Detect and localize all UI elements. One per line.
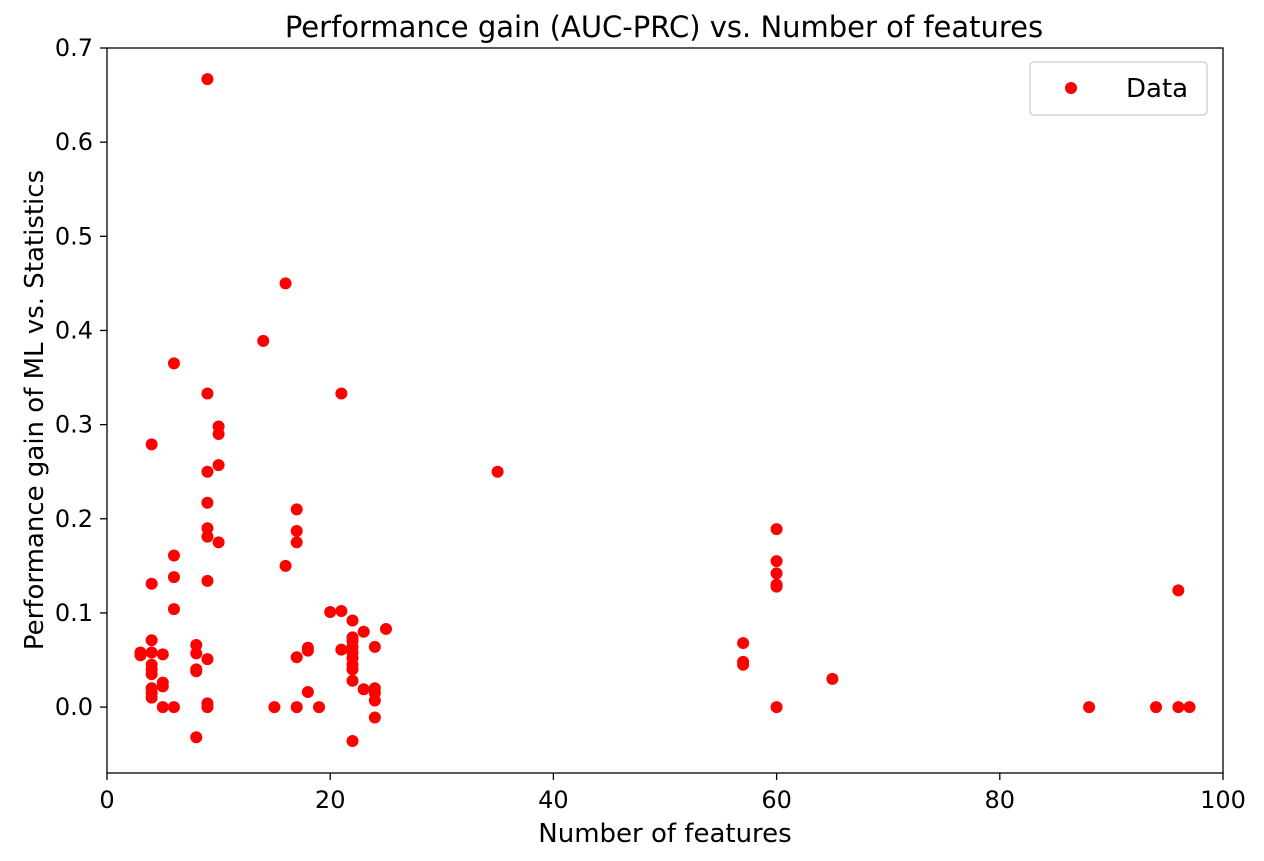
data-point (368, 694, 381, 707)
x-tick-label: 60 (761, 786, 792, 814)
data-point (167, 603, 180, 616)
data-point (167, 357, 180, 370)
data-point (167, 549, 180, 562)
data-point (368, 640, 381, 653)
data-points (134, 73, 1196, 747)
data-point (357, 625, 370, 638)
data-point (301, 644, 314, 657)
data-point (201, 73, 214, 86)
data-point (301, 686, 314, 699)
data-point (770, 523, 783, 536)
data-point (190, 638, 203, 651)
data-point (201, 465, 214, 478)
data-point (737, 658, 750, 671)
data-point (279, 559, 292, 572)
data-point (201, 530, 214, 543)
data-point (290, 651, 303, 664)
legend-marker (1065, 82, 1077, 94)
data-point (324, 605, 337, 618)
data-point (346, 734, 359, 747)
x-axis-title: Number of features (538, 819, 791, 849)
y-tick-label: 0.7 (55, 34, 93, 62)
data-point (290, 536, 303, 549)
y-axis-ticks: 0.0 0.1 0.2 0.3 0.4 0.5 0.6 0.7 (55, 34, 107, 721)
data-point (346, 614, 359, 627)
data-point (290, 525, 303, 538)
data-point (156, 680, 169, 693)
data-point (156, 701, 169, 714)
data-point (167, 701, 180, 714)
data-point (190, 665, 203, 678)
data-point (335, 387, 348, 400)
chart-title: Performance gain (AUC-PRC) vs. Number of… (285, 10, 1043, 44)
data-point (1083, 701, 1096, 714)
data-point (290, 503, 303, 516)
data-point (201, 653, 214, 666)
data-point (279, 277, 292, 290)
data-point (190, 647, 203, 660)
data-point (1150, 701, 1163, 714)
data-point (357, 683, 370, 696)
x-tick-label: 80 (985, 786, 1016, 814)
y-axis-title: Performance gain of ML vs. Statistics (20, 170, 50, 650)
data-point (212, 428, 225, 441)
data-point (167, 571, 180, 584)
data-point (313, 701, 326, 714)
data-point (201, 522, 214, 535)
data-point (346, 674, 359, 687)
data-point (335, 605, 348, 618)
data-point (1172, 701, 1185, 714)
y-tick-label: 0.4 (55, 316, 93, 344)
data-point (212, 459, 225, 472)
data-point (201, 701, 214, 714)
plot-area (106, 47, 1224, 774)
data-point (1172, 584, 1185, 597)
data-point (212, 536, 225, 549)
y-tick-label: 0.5 (55, 222, 93, 250)
x-tick-label: 40 (538, 786, 569, 814)
legend-frame (1029, 61, 1208, 116)
data-point (134, 649, 147, 662)
data-point (380, 622, 392, 635)
y-tick-label: 0.1 (55, 599, 93, 627)
data-point (491, 465, 504, 478)
data-point (770, 580, 783, 593)
data-point (201, 574, 214, 587)
data-point (368, 711, 381, 724)
data-point (145, 691, 158, 704)
x-axis-ticks: 0 20 40 60 80 100 (99, 773, 1246, 814)
data-point (156, 648, 169, 661)
data-point (257, 334, 270, 347)
legend: Data (1029, 61, 1208, 116)
x-tick-label: 20 (315, 786, 346, 814)
data-point (145, 668, 158, 681)
y-tick-label: 0.0 (55, 693, 93, 721)
data-point (826, 672, 839, 685)
data-point (770, 555, 783, 568)
legend-label: Data (1126, 74, 1188, 104)
data-point (346, 663, 359, 676)
data-point (145, 577, 158, 590)
data-point (268, 701, 281, 714)
data-point (770, 567, 783, 580)
y-tick-label: 0.2 (55, 505, 93, 533)
y-tick-label: 0.6 (55, 128, 93, 156)
x-tick-label: 0 (99, 786, 114, 814)
data-point (201, 496, 214, 509)
y-tick-label: 0.3 (55, 411, 93, 439)
x-tick-label: 100 (1200, 786, 1246, 814)
data-point (145, 634, 158, 647)
data-point (335, 643, 348, 656)
data-point (737, 637, 750, 650)
data-point (290, 701, 303, 714)
data-point (1183, 701, 1196, 714)
data-point (770, 701, 783, 714)
data-point (190, 731, 203, 744)
data-point (201, 387, 214, 400)
data-point (145, 646, 158, 659)
data-point (145, 438, 158, 451)
